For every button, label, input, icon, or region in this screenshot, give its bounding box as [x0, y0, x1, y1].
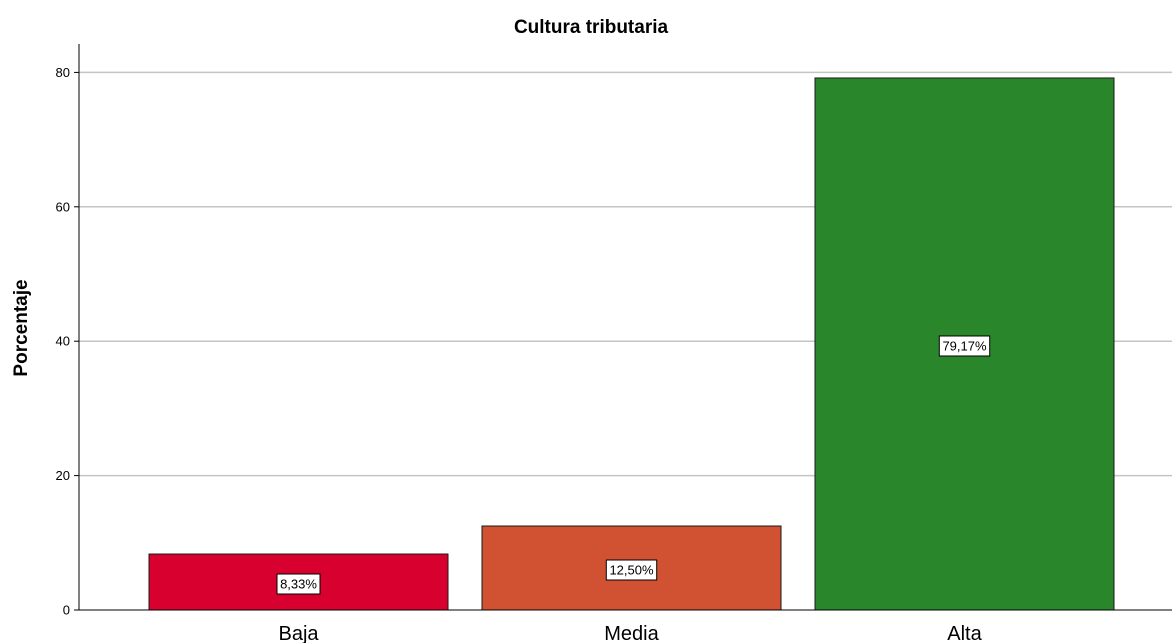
y-tick-label-20: 20 [56, 468, 70, 483]
data-label-box-alta [938, 335, 991, 357]
x-tick-label-alta: Alta [947, 623, 982, 643]
y-axis-label: Porcentaje [11, 279, 32, 376]
data-label-box-media [605, 559, 658, 581]
x-tick-label-baja: Baja [278, 623, 319, 643]
y-tick-label-60: 60 [56, 199, 70, 214]
data-label-alta: 79,17% [942, 338, 987, 353]
bars [148, 77, 1115, 611]
y-tick-label-40: 40 [56, 334, 70, 349]
data-label-media: 12,50% [609, 563, 654, 578]
tick-labels: 0 20 40 60 80 Baja Media Alta [56, 65, 983, 643]
x-tick-label-media: Media [604, 623, 659, 643]
data-label-baja: 8,33% [280, 577, 317, 592]
y-tick-label-80: 80 [56, 65, 70, 80]
data-label-box-baja [276, 573, 321, 595]
chart-title: Cultura tributaria [514, 17, 669, 38]
axes [74, 44, 1172, 611]
y-tick-label-0: 0 [63, 603, 70, 618]
data-labels: 8,33% 12,50% 79,17% [276, 335, 991, 595]
